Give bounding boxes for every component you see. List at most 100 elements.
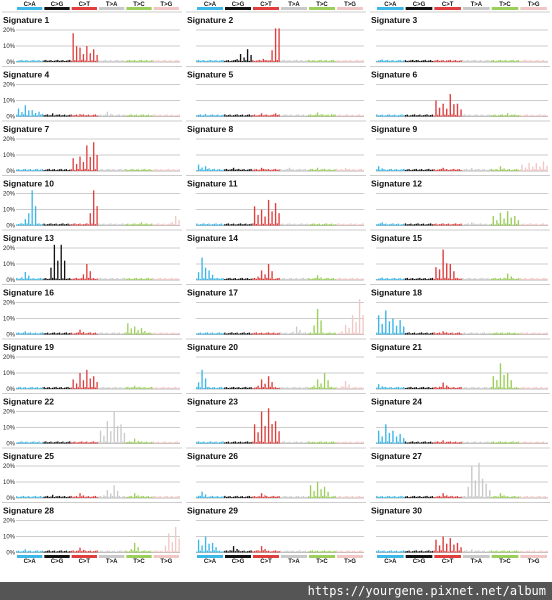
data-bar — [154, 224, 156, 226]
data-bar — [115, 551, 117, 553]
data-bar — [501, 169, 503, 171]
data-bar — [392, 496, 394, 498]
data-bar — [329, 387, 331, 389]
data-bar — [458, 550, 460, 553]
data-bar — [60, 60, 62, 62]
data-bar — [196, 223, 198, 226]
data-bar — [394, 114, 396, 117]
data-bar — [176, 114, 179, 117]
data-bar — [539, 60, 541, 62]
data-bar — [152, 169, 155, 171]
data-bar — [99, 224, 102, 226]
data-bar — [454, 388, 457, 389]
data-bar — [106, 60, 108, 62]
data-bar — [458, 442, 460, 444]
data-bar — [490, 333, 493, 335]
data-bar — [63, 169, 66, 171]
data-bar — [81, 278, 83, 280]
data-bar — [204, 378, 207, 389]
data-bar — [429, 388, 432, 389]
panel-title: Signature 14 — [187, 233, 238, 243]
data-bar — [157, 278, 160, 280]
data-bar — [74, 114, 76, 117]
data-bar — [431, 387, 434, 389]
data-bar — [130, 495, 132, 498]
data-bar — [325, 496, 327, 498]
data-bar — [478, 441, 480, 444]
data-bar — [530, 496, 532, 498]
data-bar — [417, 169, 419, 171]
data-bar — [288, 333, 291, 335]
data-bar — [50, 551, 52, 553]
data-bar — [41, 332, 44, 335]
data-bar — [415, 223, 417, 226]
data-bar — [134, 493, 136, 498]
data-bar — [29, 332, 32, 335]
data-bar — [542, 161, 545, 171]
data-bar — [94, 279, 97, 280]
data-bar — [116, 387, 119, 389]
data-bar — [168, 278, 170, 280]
data-bar — [41, 60, 44, 62]
data-bar — [222, 59, 224, 62]
data-bar — [98, 333, 100, 335]
data-bar — [444, 169, 446, 171]
data-bar — [546, 278, 548, 280]
data-bar — [260, 379, 263, 389]
data-bar — [38, 278, 40, 280]
data-bar — [273, 550, 275, 553]
data-bar — [287, 278, 289, 280]
data-bar — [392, 388, 394, 389]
data-bar — [241, 277, 243, 280]
data-bar — [533, 550, 536, 553]
data-bar — [145, 169, 148, 171]
data-bar — [48, 168, 50, 171]
data-bar — [252, 388, 254, 389]
data-bar — [118, 442, 120, 444]
data-bar — [294, 60, 296, 62]
data-bar — [75, 163, 78, 171]
data-bar — [199, 279, 201, 280]
data-bar — [350, 223, 352, 226]
data-bar — [36, 550, 38, 553]
data-bar — [474, 387, 477, 389]
data-bar — [243, 115, 245, 117]
data-bar — [332, 441, 334, 444]
data-bar — [385, 115, 387, 117]
data-bar — [22, 279, 25, 280]
data-bar — [355, 60, 357, 62]
data-bar — [514, 495, 516, 498]
data-bar — [218, 223, 221, 226]
data-bar — [60, 115, 62, 117]
data-bar — [357, 114, 359, 117]
data-bar — [69, 224, 71, 226]
data-bar — [159, 550, 161, 553]
data-bar — [379, 333, 382, 335]
data-bar — [442, 223, 444, 226]
data-bar — [26, 278, 28, 280]
data-bar — [437, 441, 439, 444]
data-bar — [178, 169, 180, 171]
data-bar — [84, 223, 86, 226]
data-bar — [438, 332, 441, 335]
data-bar — [94, 442, 97, 444]
data-bar — [540, 387, 543, 389]
data-bar — [395, 436, 398, 444]
data-bar — [128, 169, 131, 171]
data-bar — [474, 441, 477, 444]
data-bar — [313, 325, 315, 335]
data-bar — [253, 61, 256, 62]
data-bar — [248, 60, 250, 62]
data-bar — [29, 442, 32, 444]
data-bar — [82, 274, 85, 280]
y-tick-label: 20% — [3, 192, 16, 198]
data-bar — [225, 333, 228, 335]
data-bar — [149, 278, 151, 280]
data-bar — [401, 169, 403, 171]
data-bar — [86, 496, 88, 498]
data-bar — [72, 550, 74, 553]
data-bar — [273, 114, 275, 117]
data-bar — [36, 115, 38, 117]
data-bar — [311, 387, 313, 389]
data-bar — [325, 60, 327, 62]
